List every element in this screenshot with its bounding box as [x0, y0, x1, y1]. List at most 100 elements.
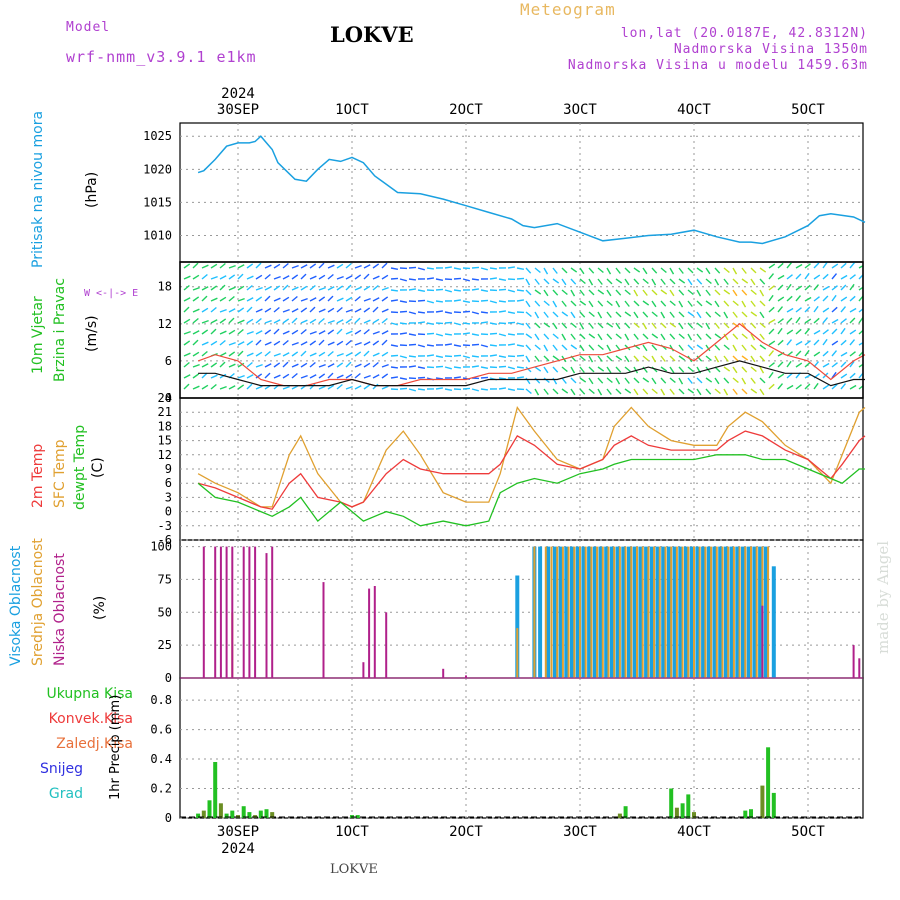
wind-arrow — [246, 383, 253, 390]
cloud-bar — [214, 546, 217, 678]
wind-arrow — [300, 350, 307, 357]
wind-arrow — [498, 387, 507, 390]
year-label-top: 2024 — [221, 86, 255, 102]
wind-arrow — [534, 388, 540, 396]
y-tick-label: 0.8 — [150, 693, 172, 707]
wind-arrow — [282, 308, 290, 313]
wind-arrow — [579, 333, 586, 340]
wind-arrow — [246, 330, 254, 335]
wind-arrow — [714, 267, 721, 274]
model-label: Model — [66, 20, 111, 35]
wind-arrow — [462, 387, 471, 390]
cloud-bar — [584, 546, 587, 678]
wind-arrow — [525, 289, 532, 296]
wind-arrow — [210, 263, 218, 269]
wind-arrow — [795, 340, 803, 346]
wind-arrow — [192, 317, 199, 324]
wind-arrow — [399, 355, 407, 359]
wind-arrow — [525, 311, 532, 318]
wind-arrow — [831, 350, 838, 357]
wind-arrow — [219, 373, 227, 379]
wind-arrow — [615, 366, 622, 373]
wind-arrow — [255, 274, 263, 280]
wind-arrow — [255, 286, 263, 291]
wind-arrow — [345, 330, 353, 335]
cloud-bar — [721, 546, 724, 678]
wind-arrow — [633, 322, 640, 329]
wind-arrow — [498, 288, 507, 291]
time-tick-bottom: 5OCT — [791, 824, 825, 840]
y-tick-label: 0.4 — [150, 752, 172, 766]
wind-arrow — [615, 311, 622, 318]
wind-arrow — [651, 322, 657, 329]
wind-arrow — [579, 388, 586, 395]
wind-arrow — [723, 366, 731, 372]
wind-arrow — [741, 278, 749, 284]
wind-direction-legend: W <-|-> E — [84, 288, 139, 299]
wind-arrow — [327, 341, 335, 346]
wind-arrow — [642, 344, 648, 352]
wind-arrow — [282, 385, 290, 390]
wind-arrow — [453, 289, 461, 292]
wind-arrow — [651, 388, 658, 395]
wind-arrow — [849, 262, 856, 269]
wind-arrow — [606, 311, 612, 318]
wind-arrow — [291, 274, 299, 280]
precip-bar — [196, 813, 201, 818]
footer-station: LOKVE — [330, 862, 378, 877]
wind-arrow — [228, 286, 236, 291]
wind-arrow — [282, 330, 290, 335]
precip-bar — [218, 803, 223, 818]
wind-arrow — [687, 322, 694, 329]
wind-arrow — [507, 366, 515, 370]
cloud-bar — [687, 546, 690, 678]
wind-arrow — [318, 274, 326, 280]
wind-arrow — [795, 316, 801, 324]
y-tick-label: 12 — [158, 317, 172, 331]
wind-arrow — [561, 377, 567, 384]
wind-arrow — [714, 388, 721, 395]
wind-arrow — [336, 383, 343, 390]
wind-arrow — [399, 387, 408, 390]
wind-arrow — [291, 295, 298, 302]
wind-arrow — [597, 289, 605, 295]
wind-arrow — [759, 278, 766, 285]
wind-arrow — [669, 300, 676, 307]
wind-arrow — [498, 278, 507, 281]
wind-arrow — [435, 310, 444, 313]
wind-arrow — [435, 387, 444, 390]
wind-arrow — [561, 344, 568, 351]
wind-arrow — [246, 263, 254, 269]
wind-arrow — [327, 264, 335, 269]
wind-arrow — [408, 311, 416, 315]
wind-arrow — [768, 285, 775, 291]
wind-arrow — [408, 333, 417, 336]
wind-arrow — [354, 351, 362, 357]
wind-arrow — [201, 307, 209, 313]
wind-arrow — [372, 383, 379, 390]
cloud-bar — [675, 546, 678, 678]
wind-arrow — [696, 344, 704, 350]
wind-arrow — [291, 385, 299, 390]
wind-arrow — [678, 311, 685, 318]
wind-arrow — [750, 388, 758, 394]
wind-arrow — [849, 384, 857, 390]
y-tick-label: 6 — [165, 354, 172, 368]
precip-bar — [743, 810, 748, 818]
wind-arrow — [237, 264, 245, 269]
wind-arrow — [480, 376, 489, 379]
wind-arrow — [849, 274, 856, 280]
wind-arrow — [327, 273, 334, 280]
wind-arrow — [372, 330, 380, 335]
wind-arrow — [840, 383, 847, 390]
wind-arrow — [849, 351, 856, 357]
wind-arrow — [489, 277, 498, 280]
wind-arrow — [345, 275, 353, 280]
wind-arrow — [327, 286, 335, 291]
wind-arrow — [624, 333, 630, 341]
wind-arrow — [201, 295, 208, 302]
wind-arrow — [300, 297, 308, 302]
wind-arrow — [300, 319, 308, 324]
wind-arrow — [777, 339, 784, 346]
wind-arrow — [606, 278, 613, 285]
